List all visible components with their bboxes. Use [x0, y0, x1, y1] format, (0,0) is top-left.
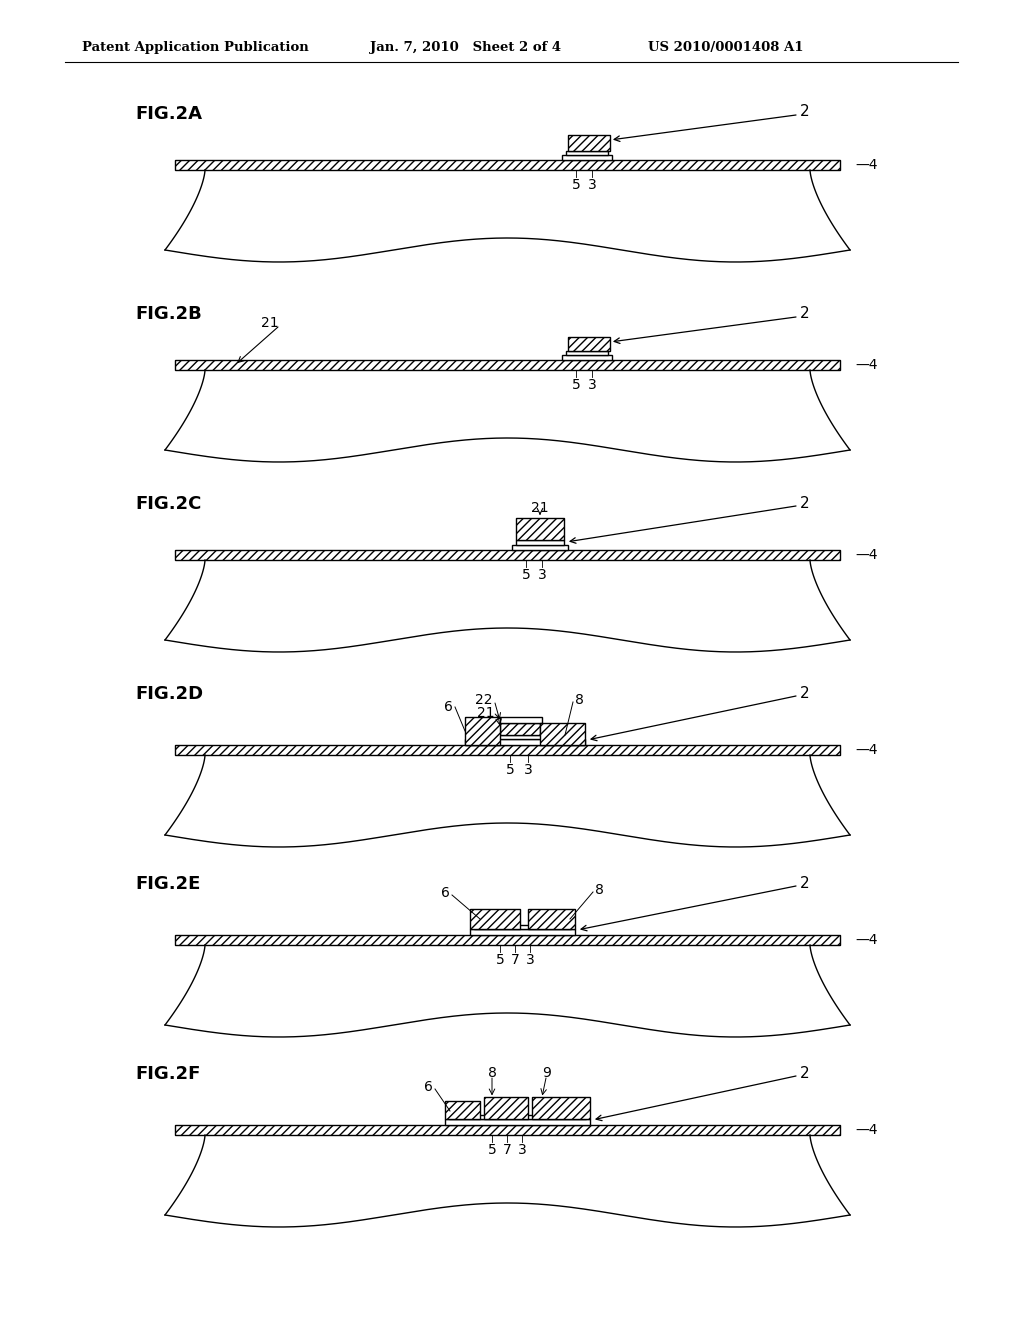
- Text: FIG.2C: FIG.2C: [135, 495, 202, 513]
- Polygon shape: [175, 550, 840, 560]
- Polygon shape: [532, 1097, 590, 1119]
- Text: 7: 7: [511, 953, 519, 968]
- Text: 6: 6: [444, 700, 453, 714]
- Text: 2: 2: [800, 104, 810, 120]
- Text: —4: —4: [855, 933, 878, 946]
- Text: 3: 3: [588, 378, 596, 392]
- Text: 8: 8: [575, 693, 584, 708]
- Text: 3: 3: [517, 1143, 526, 1158]
- Text: 21: 21: [261, 315, 279, 330]
- Text: 2: 2: [800, 1065, 810, 1081]
- Polygon shape: [469, 735, 581, 739]
- Polygon shape: [175, 744, 840, 755]
- Polygon shape: [175, 935, 840, 945]
- Text: FIG.2B: FIG.2B: [135, 305, 202, 323]
- Polygon shape: [568, 337, 610, 351]
- Text: 2: 2: [800, 306, 810, 322]
- Text: 8: 8: [487, 1067, 497, 1080]
- Text: 22: 22: [474, 693, 492, 708]
- Text: 5: 5: [571, 178, 581, 191]
- Text: 7: 7: [503, 1143, 511, 1158]
- Polygon shape: [445, 1101, 480, 1119]
- Polygon shape: [512, 545, 568, 550]
- Text: —4: —4: [855, 743, 878, 756]
- Text: 3: 3: [588, 178, 596, 191]
- Polygon shape: [449, 1115, 586, 1119]
- Text: —4: —4: [855, 1123, 878, 1137]
- Text: 5: 5: [506, 763, 514, 777]
- Polygon shape: [470, 909, 520, 929]
- Polygon shape: [465, 739, 585, 744]
- Polygon shape: [562, 154, 612, 160]
- Polygon shape: [175, 160, 840, 170]
- Text: 3: 3: [538, 568, 547, 582]
- Polygon shape: [540, 723, 585, 744]
- Text: 21: 21: [477, 706, 495, 719]
- Text: US 2010/0001408 A1: US 2010/0001408 A1: [648, 41, 804, 54]
- Polygon shape: [465, 717, 500, 744]
- Polygon shape: [562, 355, 612, 360]
- Text: 2: 2: [800, 875, 810, 891]
- Polygon shape: [566, 150, 608, 154]
- Polygon shape: [516, 540, 564, 545]
- Polygon shape: [566, 351, 608, 355]
- Text: FIG.2F: FIG.2F: [135, 1065, 201, 1082]
- Polygon shape: [175, 1125, 840, 1135]
- Polygon shape: [500, 723, 540, 735]
- Text: 5: 5: [521, 568, 530, 582]
- Polygon shape: [470, 929, 575, 935]
- Text: 2: 2: [800, 685, 810, 701]
- Text: FIG.2D: FIG.2D: [135, 685, 203, 704]
- Text: 2: 2: [800, 495, 810, 511]
- Text: Patent Application Publication: Patent Application Publication: [82, 41, 309, 54]
- Text: 8: 8: [595, 883, 604, 898]
- Polygon shape: [528, 909, 575, 929]
- Polygon shape: [568, 135, 610, 150]
- Text: 6: 6: [424, 1080, 433, 1094]
- Text: 3: 3: [523, 763, 532, 777]
- Text: —4: —4: [855, 548, 878, 562]
- Text: —4: —4: [855, 158, 878, 172]
- Text: 5: 5: [571, 378, 581, 392]
- Text: 21: 21: [531, 502, 549, 515]
- Text: 6: 6: [441, 886, 450, 900]
- Polygon shape: [498, 717, 542, 723]
- Text: 9: 9: [543, 1067, 552, 1080]
- Polygon shape: [516, 517, 564, 540]
- Text: 5: 5: [487, 1143, 497, 1158]
- Text: FIG.2A: FIG.2A: [135, 106, 202, 123]
- Polygon shape: [175, 360, 840, 370]
- Text: 3: 3: [525, 953, 535, 968]
- Text: —4: —4: [855, 358, 878, 372]
- Polygon shape: [484, 1097, 528, 1119]
- Polygon shape: [445, 1119, 590, 1125]
- Text: 5: 5: [496, 953, 505, 968]
- Text: Jan. 7, 2010   Sheet 2 of 4: Jan. 7, 2010 Sheet 2 of 4: [370, 41, 561, 54]
- Polygon shape: [474, 925, 571, 929]
- Text: FIG.2E: FIG.2E: [135, 875, 201, 894]
